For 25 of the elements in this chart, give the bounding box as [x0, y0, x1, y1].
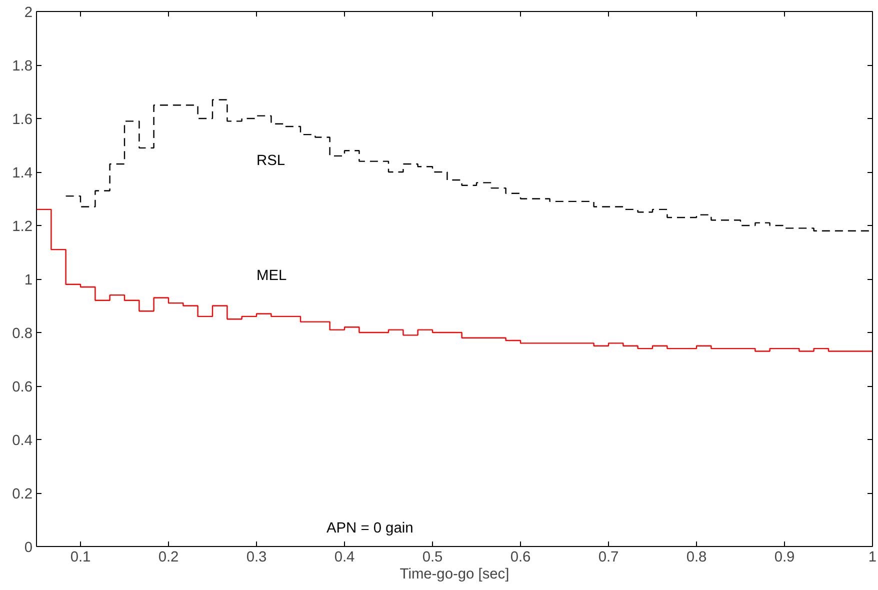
annotation: APN = 0 gain	[326, 520, 414, 536]
x-tick-label: 0.4	[334, 550, 355, 566]
y-tick-label: 1.4	[12, 166, 32, 182]
y-tick-label: 0.8	[12, 326, 32, 342]
y-tick-label: 1	[24, 272, 33, 288]
y-tick-label: 0.2	[12, 486, 32, 502]
text: MEL	[256, 268, 287, 284]
x-tick-label: 0.3	[246, 550, 267, 566]
y-tick-label: 1.6	[12, 112, 32, 128]
y-tick-label: 0.4	[12, 433, 32, 449]
x-axis-title: Time-go-go [sec]	[400, 566, 510, 582]
y-tick-label: 2	[24, 5, 33, 21]
x-tick-label: 0.7	[598, 550, 619, 566]
x-tick-label: 0.2	[158, 550, 179, 566]
x-tick-label: 0.5	[422, 550, 443, 566]
y-tick-label: 0.6	[12, 380, 32, 396]
series-label: RSL	[256, 152, 286, 169]
x-tick-label: 0.6	[510, 550, 531, 566]
x-tick-label: 0.1	[70, 550, 91, 566]
y-tick-label: 1.2	[12, 219, 32, 235]
y-tick-label: 1.8	[12, 58, 32, 74]
x-tick-label: 0.8	[686, 550, 707, 566]
y-tick-label: 0	[24, 540, 33, 556]
x-tick-label: 0.9	[774, 550, 795, 566]
x-tick-label: 1	[868, 550, 877, 566]
